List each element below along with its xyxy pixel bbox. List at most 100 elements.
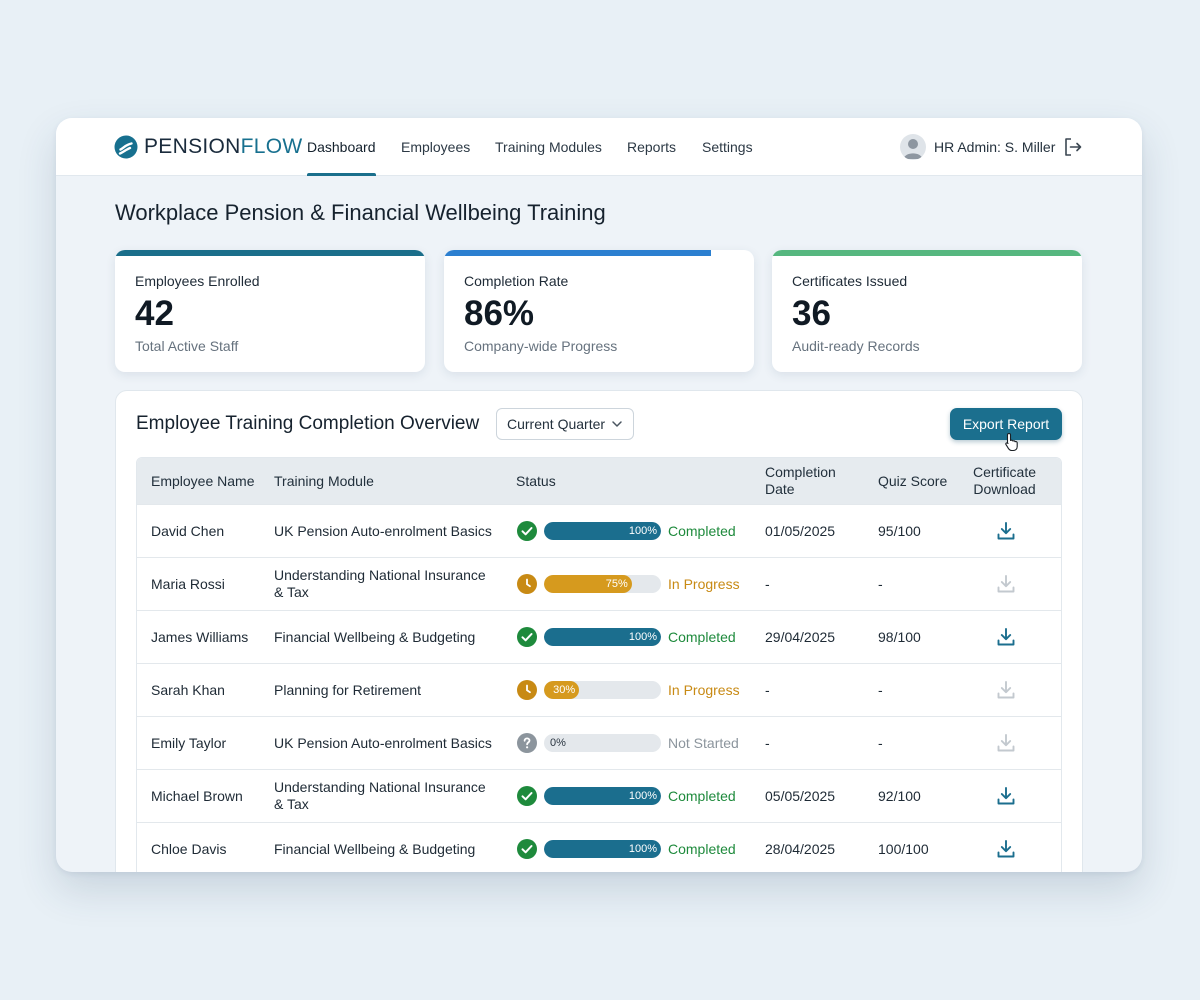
stat-subtext: Audit-ready Records [792, 338, 920, 354]
training-table: Employee Name Training Module Status Com… [136, 457, 1062, 872]
employee-name: Maria Rossi [151, 576, 225, 592]
quiz-score: - [878, 682, 883, 698]
progress-label: 100% [628, 631, 657, 643]
training-module: Planning for Retirement [274, 682, 421, 699]
progress-label: 75% [605, 578, 628, 590]
progress-label: 100% [628, 525, 657, 537]
completion-progress-bar [444, 250, 711, 256]
quiz-score: 92/100 [878, 788, 921, 804]
user-avatar-icon [900, 134, 926, 160]
status-text: Completed [668, 629, 736, 645]
stat-label: Employees Enrolled [135, 273, 260, 289]
header-employee-name[interactable]: Employee Name [151, 473, 255, 489]
brand-name-part-2: FLOW [240, 135, 303, 158]
training-module: Financial Wellbeing & Budgeting [274, 841, 475, 858]
progress-bar: 75% [544, 575, 661, 593]
download-icon[interactable] [995, 520, 1017, 542]
completion-date: 05/05/2025 [765, 788, 836, 804]
progress-bar: 100% [544, 787, 661, 805]
training-module: Financial Wellbeing & Budgeting [274, 629, 475, 646]
completion-date: 28/04/2025 [765, 841, 836, 857]
check-circle-icon [517, 521, 537, 541]
stat-subtext: Total Active Staff [135, 338, 239, 354]
table-row: Emily Taylor UK Pension Auto-enrolment Ba… [137, 716, 1061, 769]
pointer-cursor-icon [1005, 432, 1018, 452]
brand-name-part-1: PENSION [144, 135, 241, 158]
training-module: Understanding National Insurance & Tax [274, 567, 486, 601]
training-module-line: Financial Wellbeing & Budgeting [274, 841, 476, 857]
training-module: Understanding National Insurance & Tax [274, 779, 486, 813]
header-certificate-download: Certificate Download [973, 464, 1036, 498]
header-completion-date[interactable]: Completion Date [765, 464, 836, 498]
page-title: Workplace Pension & Financial Wellbeing … [115, 200, 606, 225]
employee-name: Chloe Davis [151, 841, 227, 857]
overview-panel: Employee Training Completion Overview Cu… [115, 390, 1083, 872]
employee-name: Sarah Khan [151, 682, 225, 698]
employee-name: Michael Brown [151, 788, 243, 804]
check-circle-icon [517, 839, 537, 859]
table-row: Sarah Khan Planning for Retirement 30% In P… [137, 663, 1061, 716]
user-profile[interactable]: HR Admin: S. Miller [900, 133, 1055, 161]
stat-label: Completion Rate [464, 273, 569, 289]
brand-logo[interactable]: PENSIONFLOW [114, 134, 303, 160]
download-icon[interactable] [995, 626, 1017, 648]
completion-date: - [765, 576, 770, 592]
completion-date: - [765, 735, 770, 751]
status-text: Completed [668, 788, 736, 804]
progress-fill [544, 628, 661, 646]
header-quiz-score[interactable]: Quiz Score [878, 473, 948, 489]
training-module-line: Financial Wellbeing & Budgeting [274, 629, 476, 645]
training-module-line: Understanding National Insurance [274, 567, 486, 583]
progress-bar: 100% [544, 840, 661, 858]
stat-card-completion: Completion Rate 86% Company-wide Progres… [444, 250, 754, 372]
download-icon [997, 575, 1015, 593]
table-row: Chloe Davis Financial Wellbeing & Budgeti… [137, 822, 1061, 872]
training-module: UK Pension Auto-enrolment Basics [274, 735, 492, 752]
clock-icon [517, 680, 537, 700]
progress-label: 30% [553, 684, 576, 696]
progress-fill [544, 840, 661, 858]
top-navigation: PENSIONFLOW Dashboard Employees Training… [56, 118, 1142, 176]
training-module-line: UK Pension Auto-enrolment Basics [274, 735, 492, 751]
header-status[interactable]: Status [516, 473, 556, 489]
status-text: In Progress [668, 576, 740, 592]
check-circle-icon [517, 786, 537, 806]
progress-fill [544, 575, 632, 593]
status-text: Not Started [668, 735, 739, 751]
progress-fill [544, 681, 580, 699]
training-module: UK Pension Auto-enrolment Basics [274, 523, 492, 540]
header-certificate-line-1: Certificate [973, 464, 1037, 480]
header-certificate-line-2: Download [973, 481, 1036, 497]
table-row: James Williams Financial Wellbeing & Budg… [137, 610, 1061, 663]
quiz-score: - [878, 735, 883, 751]
progress-fill [544, 787, 661, 805]
quiz-score: 100/100 [878, 841, 929, 857]
user-name: HR Admin: S. Miller [934, 139, 1056, 155]
logout-icon[interactable] [1062, 136, 1084, 158]
download-icon[interactable] [995, 838, 1017, 860]
card-accent-bar [772, 250, 1082, 256]
nav-reports[interactable]: Reports [627, 139, 677, 155]
export-report-button[interactable]: Export Report [950, 408, 1062, 440]
clock-icon [517, 574, 537, 594]
header-completion-date-line-2: Date [765, 481, 795, 497]
nav-settings[interactable]: Settings [702, 139, 753, 155]
download-icon [997, 734, 1015, 752]
table-row: Maria Rossi Understanding National Insura… [137, 557, 1061, 610]
nav-training-modules[interactable]: Training Modules [495, 139, 602, 155]
download-icon [997, 681, 1015, 699]
brand-name: PENSIONFLOW [144, 134, 303, 160]
progress-bar: 100% [544, 628, 661, 646]
table-row: Michael Brown Understanding National Insu… [137, 769, 1061, 822]
progress-label: 100% [628, 790, 657, 802]
stat-value: 42 [135, 294, 174, 333]
stat-value: 36 [792, 294, 831, 333]
download-icon[interactable] [995, 785, 1017, 807]
period-select[interactable]: Current Quarter [496, 408, 634, 440]
progress-fill [544, 522, 661, 540]
header-training-module[interactable]: Training Module [274, 473, 374, 489]
nav-dashboard[interactable]: Dashboard [307, 118, 376, 176]
period-select-value: Current Quarter [507, 416, 606, 432]
training-module-line: UK Pension Auto-enrolment Basics [274, 523, 492, 539]
nav-employees[interactable]: Employees [401, 139, 471, 155]
